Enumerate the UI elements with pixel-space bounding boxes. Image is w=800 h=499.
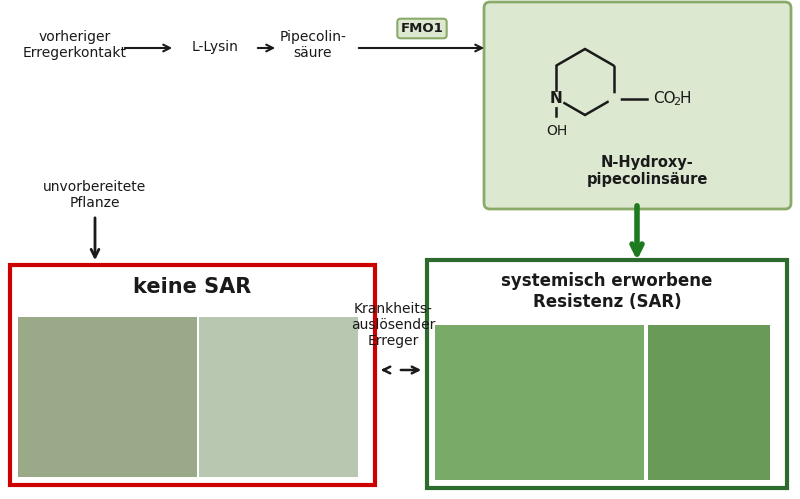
Text: keine SAR: keine SAR [134,277,252,297]
Text: N: N [550,91,562,106]
Bar [10,265,375,485]
Text: N-Hydroxy-
pipecolinsäure: N-Hydroxy- pipecolinsäure [587,155,708,187]
Text: Pipecolin-
säure: Pipecolin- säure [279,30,346,60]
Bar [18,317,198,477]
Bar [435,325,644,480]
Text: FMO1: FMO1 [401,22,443,35]
Text: L-Lysin: L-Lysin [191,40,238,54]
Text: systemisch erworbene
Resistenz (SAR): systemisch erworbene Resistenz (SAR) [502,272,713,311]
Text: Krankheits-
auslösender
Erreger: Krankheits- auslösender Erreger [351,301,435,348]
Text: unvorbereitete
Pflanze: unvorbereitete Pflanze [43,180,146,210]
Text: 2: 2 [674,96,681,106]
Bar [648,325,770,480]
Bar [427,260,787,488]
FancyBboxPatch shape [484,2,791,209]
Text: OH: OH [546,123,567,138]
Bar [199,317,358,477]
Text: vorheriger
Erregerkontakt: vorheriger Erregerkontakt [23,30,127,60]
Text: CO: CO [654,91,676,106]
Text: H: H [679,91,691,106]
